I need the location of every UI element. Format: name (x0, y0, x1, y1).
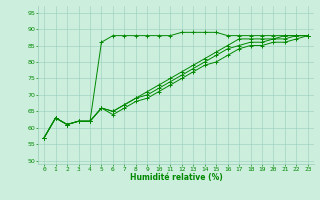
X-axis label: Humidité relative (%): Humidité relative (%) (130, 173, 222, 182)
